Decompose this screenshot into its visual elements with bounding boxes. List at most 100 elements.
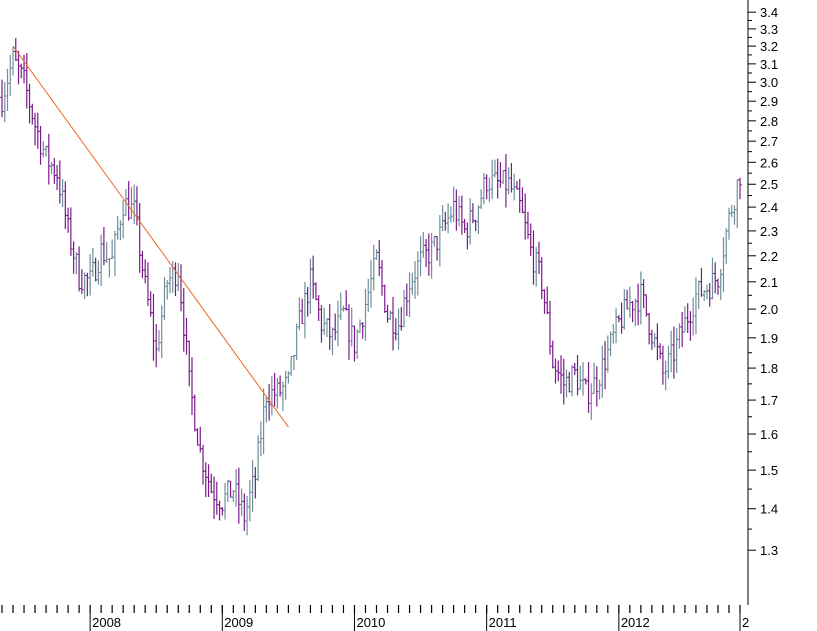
ohlc-bar	[407, 272, 412, 318]
x-year-label: 2010	[356, 615, 385, 630]
y-tick-label: 2.8	[760, 114, 778, 129]
ohlc-bar	[691, 297, 696, 336]
ohlc-bar	[242, 493, 247, 531]
ohlc-bar	[501, 169, 506, 185]
y-tick-label: 3.0	[760, 75, 778, 90]
ohlc-bar	[217, 500, 222, 521]
ohlc-bar	[360, 321, 365, 339]
ohlc-bar	[608, 331, 613, 357]
ohlc-bar	[435, 236, 440, 261]
ohlc-bar	[167, 267, 172, 294]
ohlc-bar	[313, 282, 318, 301]
ohlc-bar	[121, 200, 126, 239]
ohlc-bar	[479, 189, 484, 210]
ohlc-bar	[30, 103, 35, 125]
ohlc-bar	[2, 81, 7, 123]
ohlc-bar	[308, 258, 313, 315]
ohlc-bar	[550, 340, 555, 369]
ohlc-bar	[234, 469, 239, 507]
ohlc-bar	[137, 203, 142, 273]
ohlc-bar	[355, 329, 360, 359]
ohlc-bar	[115, 215, 120, 240]
ohlc-bar	[99, 234, 104, 287]
ohlc-bar	[35, 112, 40, 149]
ohlc-bar	[110, 239, 115, 260]
ohlc-bar	[272, 372, 277, 407]
ohlc-bar	[413, 261, 418, 299]
ohlc-bar	[605, 335, 610, 373]
ohlc-bar	[209, 473, 214, 494]
ohlc-bar	[457, 195, 462, 227]
ohlc-bar	[27, 83, 32, 124]
ohlc-bar	[545, 286, 550, 315]
ohlc-bar	[316, 295, 321, 321]
ohlc-bar	[693, 277, 698, 335]
ohlc-bar	[129, 186, 134, 219]
ohlc-bar	[498, 162, 503, 188]
ohlc-bar	[223, 482, 228, 520]
ohlc-bar	[564, 369, 569, 398]
y-tick-label: 2.0	[760, 302, 778, 317]
ohlc-bar	[101, 226, 106, 266]
ohlc-bar	[324, 318, 329, 337]
ohlc-bar	[658, 343, 663, 359]
x-year-label: 2012	[621, 615, 650, 630]
ohlc-bar	[424, 239, 429, 268]
y-tick-label: 3.3	[760, 22, 778, 37]
ohlc-bar	[374, 249, 379, 260]
ohlc-bar	[5, 68, 10, 111]
ohlc-bar	[330, 327, 335, 356]
ohlc-bar	[481, 172, 486, 205]
ohlc-bar	[578, 365, 583, 390]
x-year-label: 2011	[489, 615, 517, 630]
ohlc-bar	[462, 218, 467, 234]
x-axis: 2008 2009 2010 2011 2012 2	[1, 605, 749, 631]
ohlc-bar	[44, 145, 49, 157]
ohlc-bar	[335, 300, 340, 347]
ohlc-bar	[82, 272, 87, 299]
ohlc-bar	[195, 428, 200, 446]
ohlc-bar	[190, 357, 195, 416]
y-tick-label: 2.1	[760, 275, 778, 290]
x-year-label: 2009	[224, 615, 253, 630]
ohlc-bar	[726, 207, 731, 240]
ohlc-bar	[289, 355, 294, 376]
ohlc-bar	[162, 277, 167, 320]
ohlc-bar	[192, 394, 197, 432]
ohlc-bar	[184, 317, 189, 355]
ohlc-bar	[724, 227, 729, 265]
ohlc-bar	[506, 167, 511, 195]
ohlc-bar	[503, 154, 508, 208]
ohlc-bar	[426, 233, 431, 276]
ohlc-bar	[327, 303, 332, 350]
y-tick-label: 2.9	[760, 94, 778, 109]
ohlc-bar	[671, 326, 676, 379]
ohlc-bar	[377, 239, 382, 277]
ohlc-bar	[663, 360, 668, 391]
ohlc-bar	[570, 365, 575, 397]
ohlc-bar	[729, 204, 734, 218]
ohlc-bar	[88, 253, 93, 296]
ohlc-bar	[721, 237, 726, 293]
ohlc-bar	[523, 193, 528, 240]
ohlc-bar	[539, 257, 544, 300]
ohlc-bar	[283, 370, 288, 400]
ohlc-bar	[382, 284, 387, 314]
y-tick-label: 2.2	[760, 249, 778, 264]
ohlc-bar	[38, 126, 43, 165]
ohlc-bar	[19, 63, 24, 79]
ohlc-bar	[688, 311, 693, 341]
ohlc-bar	[649, 329, 654, 350]
ohlc-bar	[418, 236, 423, 277]
ohlc-bar	[311, 255, 316, 299]
ohlc-bar	[619, 302, 624, 334]
ohlc-bar	[291, 355, 296, 371]
ohlc-bar	[346, 304, 351, 360]
ohlc-bar	[275, 377, 280, 409]
ohlc-bar	[542, 289, 547, 314]
ohlc-bar	[440, 205, 445, 232]
ohlc-bar	[305, 287, 310, 317]
ohlc-bar	[57, 160, 62, 204]
ohlc-bar	[520, 187, 525, 214]
